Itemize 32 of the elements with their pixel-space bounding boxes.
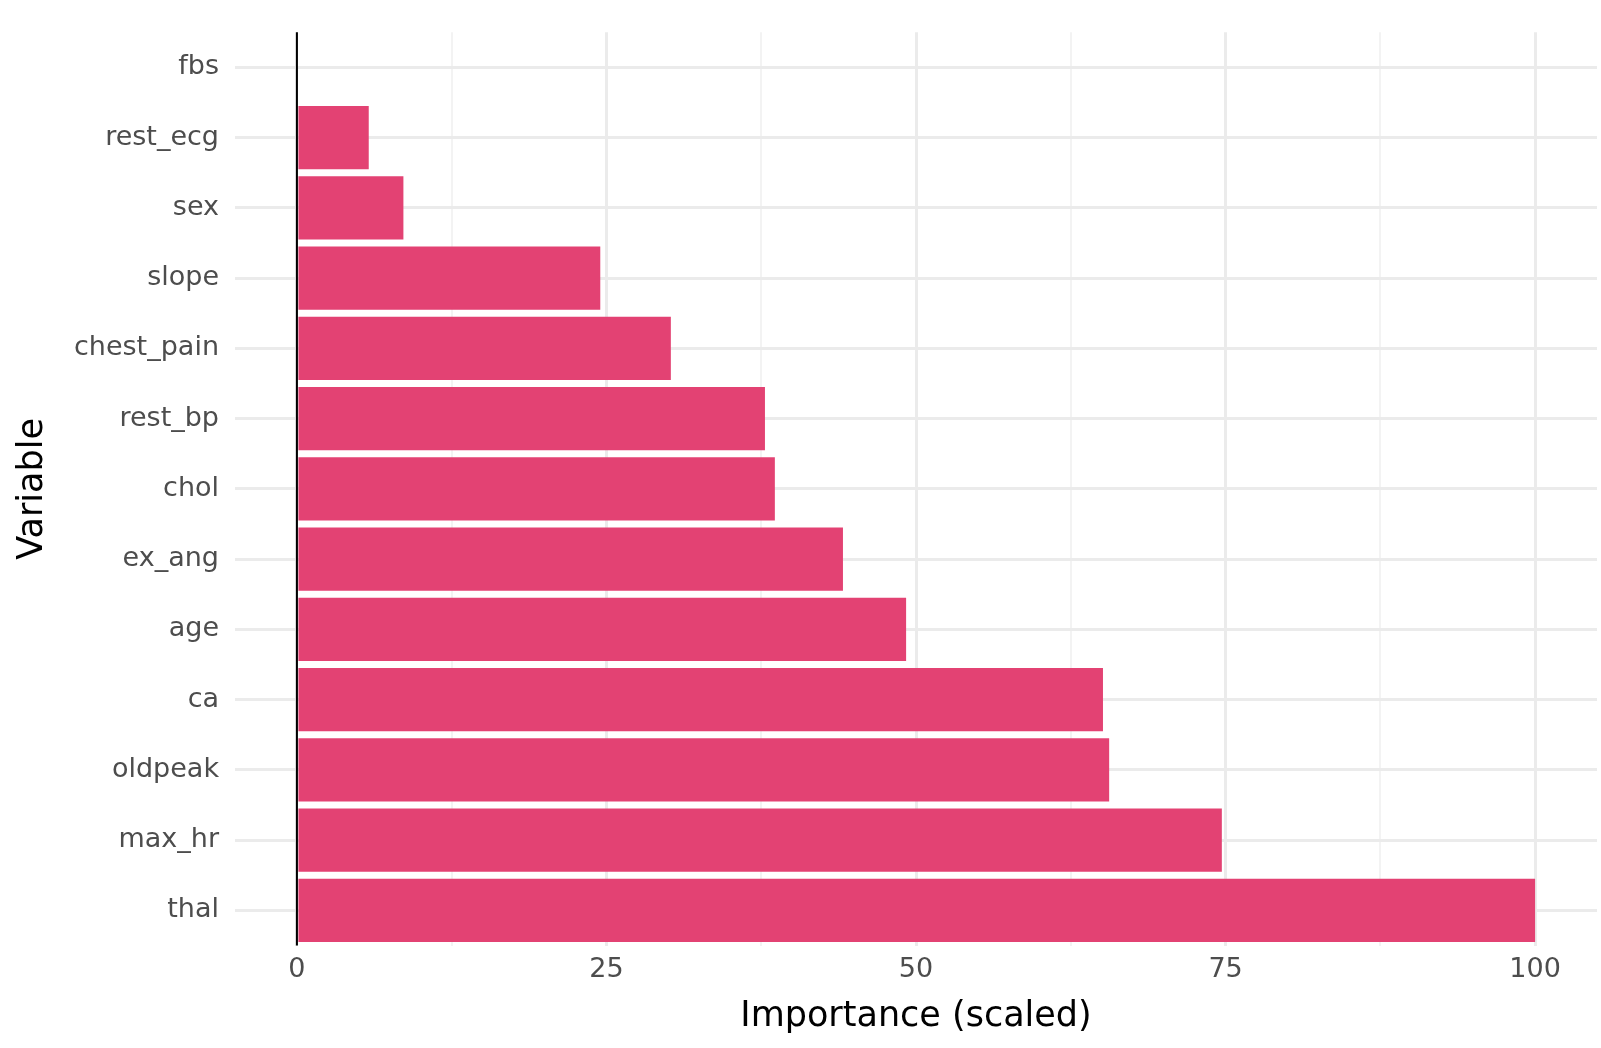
- x-axis-title: Importance (scaled): [740, 994, 1092, 1035]
- bar: [298, 246, 601, 310]
- bar: [298, 105, 369, 170]
- bar: [298, 387, 765, 451]
- bar: [298, 597, 907, 662]
- y-tick-label: fbs: [178, 49, 220, 81]
- bar: [298, 457, 775, 521]
- x-tick-label: 100: [1509, 951, 1561, 983]
- x-tick-label: 75: [1208, 951, 1243, 983]
- x-tick-label: 0: [288, 951, 306, 983]
- bar: [298, 527, 843, 591]
- x-tick-label: 50: [898, 951, 934, 983]
- y-tick-label: sex: [172, 189, 220, 221]
- bar: [298, 316, 671, 380]
- bar: [298, 738, 1110, 802]
- bar: [298, 878, 1536, 943]
- y-tick-label: slope: [147, 260, 220, 292]
- bar: [298, 668, 1103, 732]
- x-tick-label: 25: [589, 951, 624, 983]
- y-tick-label: max_hr: [118, 822, 220, 854]
- y-axis-title: Variable: [10, 418, 51, 560]
- y-tick-label: oldpeak: [111, 751, 220, 783]
- y-tick-label: age: [168, 611, 220, 643]
- bar: [298, 808, 1222, 872]
- y-tick-label: ex_ang: [122, 541, 220, 573]
- y-tick-label: chol: [163, 470, 220, 502]
- y-tick-label: ca: [187, 681, 220, 713]
- y-tick-label: rest_bp: [119, 400, 220, 432]
- bar: [298, 176, 404, 240]
- y-tick-label: thal: [167, 892, 220, 924]
- y-tick-label: chest_pain: [73, 330, 220, 362]
- y-tick-label: rest_ecg: [105, 119, 220, 151]
